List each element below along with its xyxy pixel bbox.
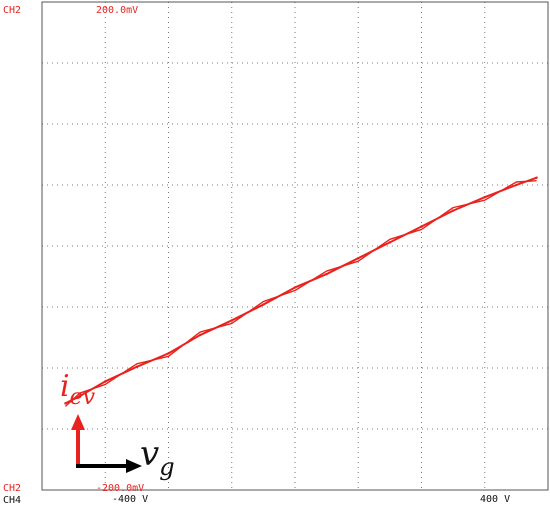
trace-group [64, 176, 538, 407]
x-min-value: -400 V [112, 494, 148, 505]
current-axis-arrow [71, 414, 85, 466]
ch4-label: CH4 [3, 495, 21, 506]
trace-point [357, 257, 360, 260]
trace-point [230, 319, 233, 322]
voltage-axis-arrow [76, 459, 142, 473]
x-max-value: 400 V [480, 494, 510, 505]
trace-point [483, 196, 486, 199]
trace-point [104, 380, 107, 383]
ch2-top-label: CH2 [3, 5, 21, 16]
trace-point [167, 352, 170, 355]
trace-point [135, 365, 139, 368]
trace-point [262, 303, 265, 306]
trace-point [293, 286, 297, 289]
trace-line-return [64, 179, 537, 407]
y-min-value: -200.0mV [96, 483, 144, 494]
current-annotation: iev [60, 369, 96, 410]
trace-point [535, 176, 538, 179]
trace-point [420, 225, 423, 228]
ch2-bottom-label: CH2 [3, 483, 21, 494]
trace-point [78, 394, 82, 398]
voltage-annotation: vg [140, 434, 175, 481]
trace-point [515, 183, 518, 187]
trace-point [198, 333, 202, 337]
trace-point [325, 272, 328, 276]
trace-point [451, 209, 455, 212]
y-max-value: 200.0mV [96, 5, 138, 16]
trace-point [388, 241, 392, 244]
plot-frame [41, 1, 549, 491]
trace-point [64, 402, 67, 405]
